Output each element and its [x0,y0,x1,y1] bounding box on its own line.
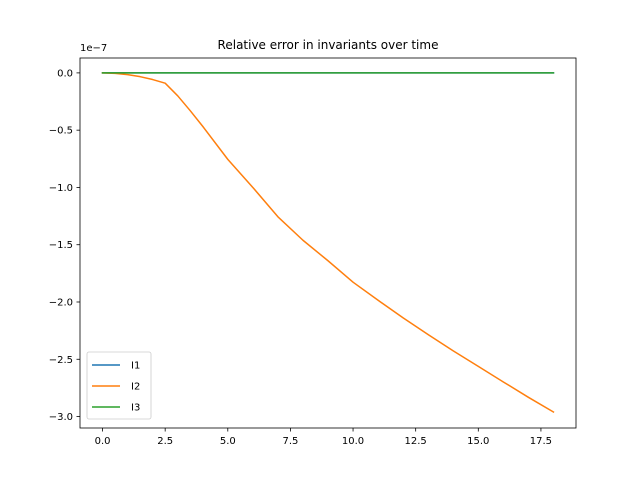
x-tick-label: 7.5 [282,436,298,447]
y-tick-label: −2.0 [49,297,73,308]
y-tick-label: −1.0 [49,183,73,194]
plot-lines [101,72,555,413]
x-tick-label: 0.0 [95,436,111,447]
y-tick-label: −2.5 [49,355,73,366]
legend-label-i3: I3 [131,403,140,414]
y-axis: 0.0 −0.5 −1.0 −1.5 −2.0 −2.5 −3.0 [49,68,80,423]
x-tick-label: 12.5 [405,436,427,447]
y-tick-label: −3.0 [49,412,73,423]
x-tick-label: 10.0 [342,436,364,447]
x-axis: 0.0 2.5 5.0 7.5 10.0 12.5 15.0 17.5 [95,428,552,447]
y-tick-label: −1.5 [49,240,73,251]
legend-label-i2: I2 [131,382,140,393]
axes-frame [79,57,577,429]
x-tick-label: 5.0 [220,436,236,447]
y-offset-label: 1e−7 [80,43,107,54]
y-tick-label: 0.0 [57,68,73,79]
series-line-i2 [101,72,555,413]
legend-label-i1: I1 [131,361,140,372]
x-tick-label: 2.5 [157,436,173,447]
chart-title: Relative error in invariants over time [218,38,439,52]
x-tick-label: 17.5 [530,436,552,447]
legend: I1 I2 I3 [86,351,152,420]
y-tick-label: −0.5 [49,126,73,137]
x-tick-label: 15.0 [467,436,489,447]
